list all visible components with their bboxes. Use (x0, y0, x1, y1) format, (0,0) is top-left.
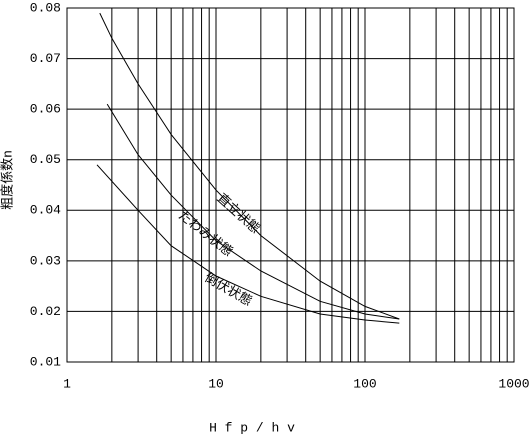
y-tick-label: 0.04 (30, 203, 61, 218)
y-tick-label: 0.07 (30, 51, 61, 66)
x-tick-label: 10 (208, 376, 224, 391)
curve (106, 103, 400, 320)
y-tick-label: 0.05 (30, 152, 61, 167)
x-tick-label: 100 (353, 376, 376, 391)
y-axis-label: 粗度係数n (0, 150, 15, 210)
curve (99, 12, 400, 320)
y-tick-label: 0.06 (30, 102, 61, 117)
y-tick-label: 0.03 (30, 253, 61, 268)
x-tick-label: 1000 (498, 376, 529, 391)
x-tick-label: 1 (63, 376, 71, 391)
curve (96, 164, 400, 324)
y-tick-label: 0.08 (30, 0, 61, 15)
y-tick-label: 0.02 (30, 304, 61, 319)
y-tick-label: 0.01 (30, 354, 61, 369)
x-axis-label: H f p / h v (209, 420, 295, 435)
plot-frame (66, 7, 515, 363)
